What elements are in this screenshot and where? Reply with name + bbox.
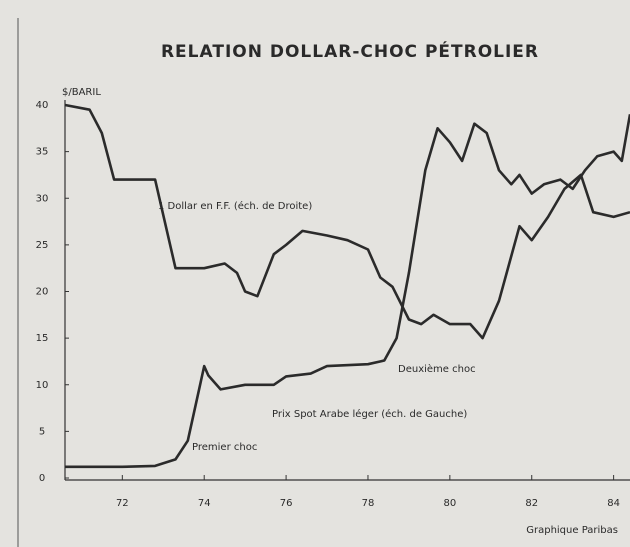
y-tick-label: 5 <box>39 426 45 437</box>
chart-title: RELATION DOLLAR-CHOC PÉTROLIER <box>161 40 539 62</box>
x-tick-label: 82 <box>525 498 538 509</box>
y-axis-label: $/BARIL <box>62 87 101 98</box>
y-tick-label: 0 <box>39 473 45 484</box>
y-tick-label: 40 <box>36 100 49 111</box>
x-tick-label: 80 <box>443 498 456 509</box>
y-tick-label: 35 <box>36 147 49 158</box>
x-tick-label: 76 <box>280 498 293 509</box>
annotation: Deuxième choc <box>398 363 476 375</box>
y-tick-label: 10 <box>36 380 49 391</box>
y-tick-label: 20 <box>36 287 49 298</box>
x-tick-label: 72 <box>116 498 129 509</box>
annotation: 1 Dollar en F.F. (éch. de Droite) <box>158 200 312 212</box>
y-tick-label: 30 <box>36 193 49 204</box>
x-tick-label: 78 <box>362 498 375 509</box>
source: Graphique Paribas <box>526 525 618 536</box>
x-tick-label: 84 <box>607 498 620 509</box>
y-tick-label: 25 <box>36 240 49 251</box>
x-tick-label: 74 <box>198 498 211 509</box>
series-line <box>65 114 630 469</box>
y-tick-label: 15 <box>36 333 49 344</box>
series-line <box>64 103 630 340</box>
annotation: Premier choc <box>192 442 257 453</box>
annotation: Prix Spot Arabe léger (éch. de Gauche) <box>272 408 467 420</box>
